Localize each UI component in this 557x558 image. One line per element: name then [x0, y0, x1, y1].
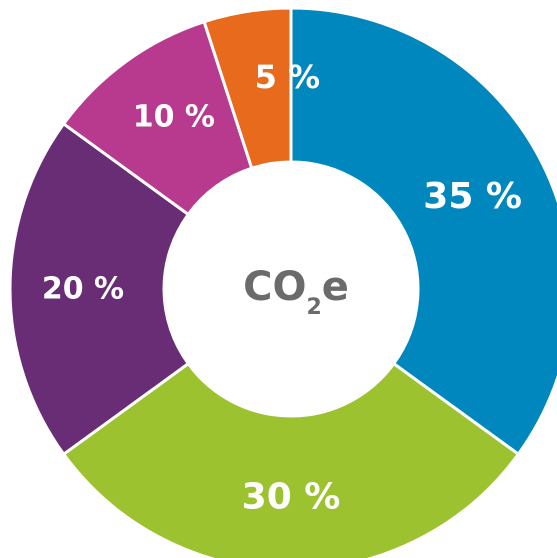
- slices-group: [8, 6, 557, 558]
- slice-label-3: 20 %: [42, 272, 124, 307]
- donut-slice-5: [202, 6, 293, 171]
- slice-label-5: 5 %: [255, 58, 320, 96]
- center-label-subscript: 2: [306, 295, 321, 320]
- center-label-main: CO: [243, 264, 306, 310]
- slice-label-4: 10 %: [133, 100, 215, 135]
- slice-label-2: 30 %: [242, 477, 341, 518]
- donut-slice-2: [61, 361, 521, 558]
- center-label: CO2e: [243, 264, 349, 320]
- slice-labels-group: 35 % 30 % 20 % 10 % 5 %: [42, 58, 522, 518]
- donut-slice-1: [289, 6, 557, 457]
- donut-slice-3: [8, 121, 191, 457]
- slice-label-1: 35 %: [423, 176, 522, 217]
- center-label-suffix: e: [322, 264, 349, 310]
